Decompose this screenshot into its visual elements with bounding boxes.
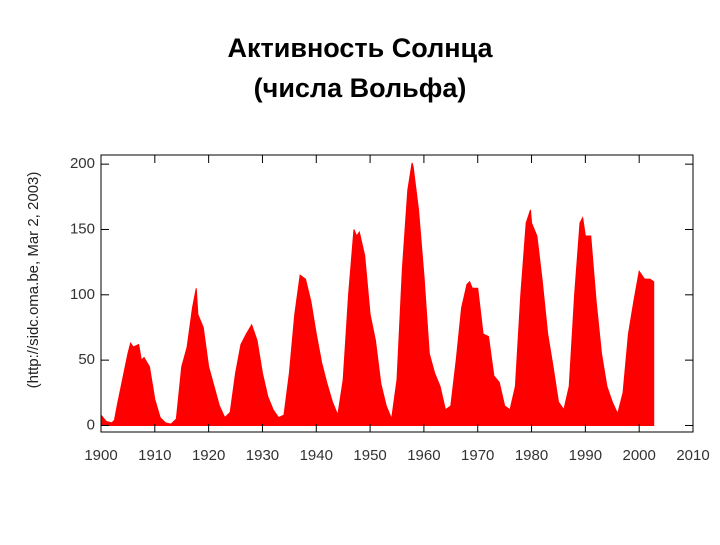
y-tick-label: 150	[70, 220, 95, 237]
x-tick-label: 1980	[515, 447, 548, 464]
x-tick-label: 1930	[246, 447, 279, 464]
x-tick-label: 1970	[461, 447, 494, 464]
area	[100, 162, 655, 426]
chart-subtitle: (числа Вольфа)	[254, 73, 467, 103]
y-tick-label: 0	[87, 416, 95, 433]
y-tick-label: 50	[78, 351, 95, 368]
y-tick-label: 200	[70, 155, 95, 172]
x-tick-label: 1920	[192, 447, 225, 464]
x-tick-label: 1900	[84, 447, 117, 464]
source-note: (http://sidc.oma.be, Mar 2, 2003)	[25, 172, 42, 389]
x-tick-label: 2000	[622, 447, 655, 464]
plot-frame	[100, 154, 694, 433]
x-tick-label: 1910	[138, 447, 171, 464]
x-tick-label: 1940	[300, 447, 333, 464]
y-tick-label: 100	[70, 286, 95, 303]
x-tick-label: 1960	[407, 447, 440, 464]
x-tick-label: 1950	[353, 447, 386, 464]
x-tick-label: 1990	[569, 447, 602, 464]
x-tick-label: 2010	[676, 447, 709, 464]
chart-title: Активность Солнца	[228, 33, 494, 63]
